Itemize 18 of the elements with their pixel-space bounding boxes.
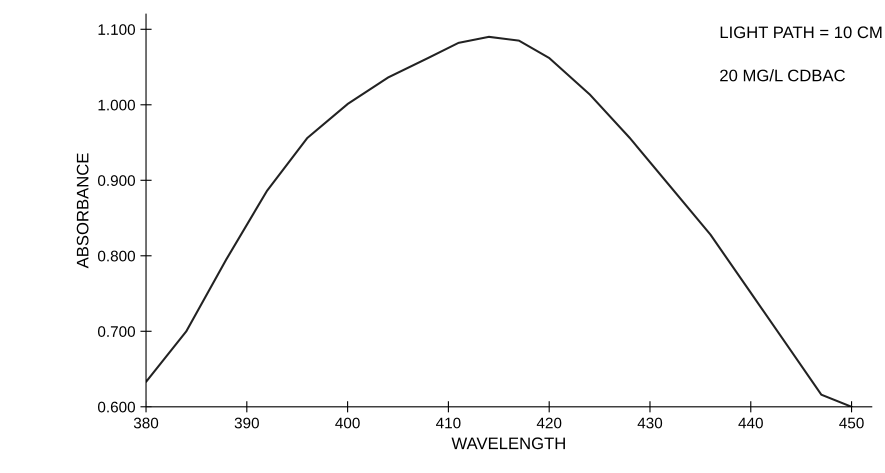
- x-tick-label: 430: [638, 418, 662, 428]
- x-tick-label: 380: [134, 418, 158, 428]
- x-axis-title: WAVELENGTH: [452, 437, 565, 450]
- y-tick-label: 0.700: [98, 326, 136, 337]
- y-tick-label: 0.800: [98, 250, 136, 262]
- x-tick-label: 450: [839, 418, 864, 428]
- y-tick-label: 0.900: [98, 175, 136, 186]
- annotation: 20 MG/L CDBAC: [720, 69, 845, 82]
- x-tick-label: 400: [335, 418, 360, 428]
- y-tick-label: 1.100: [98, 24, 136, 35]
- x-tick-label: 390: [234, 418, 259, 428]
- y-tick-label: 0.600: [98, 402, 136, 412]
- y-axis-title: ABSORBANCE: [76, 153, 89, 268]
- annotation: LIGHT PATH = 10 CM: [720, 26, 882, 38]
- x-tick-label: 420: [536, 418, 562, 428]
- x-tick-label: 440: [738, 418, 763, 428]
- x-tick-label: 410: [436, 418, 461, 428]
- y-tick-label: 1.000: [98, 100, 136, 110]
